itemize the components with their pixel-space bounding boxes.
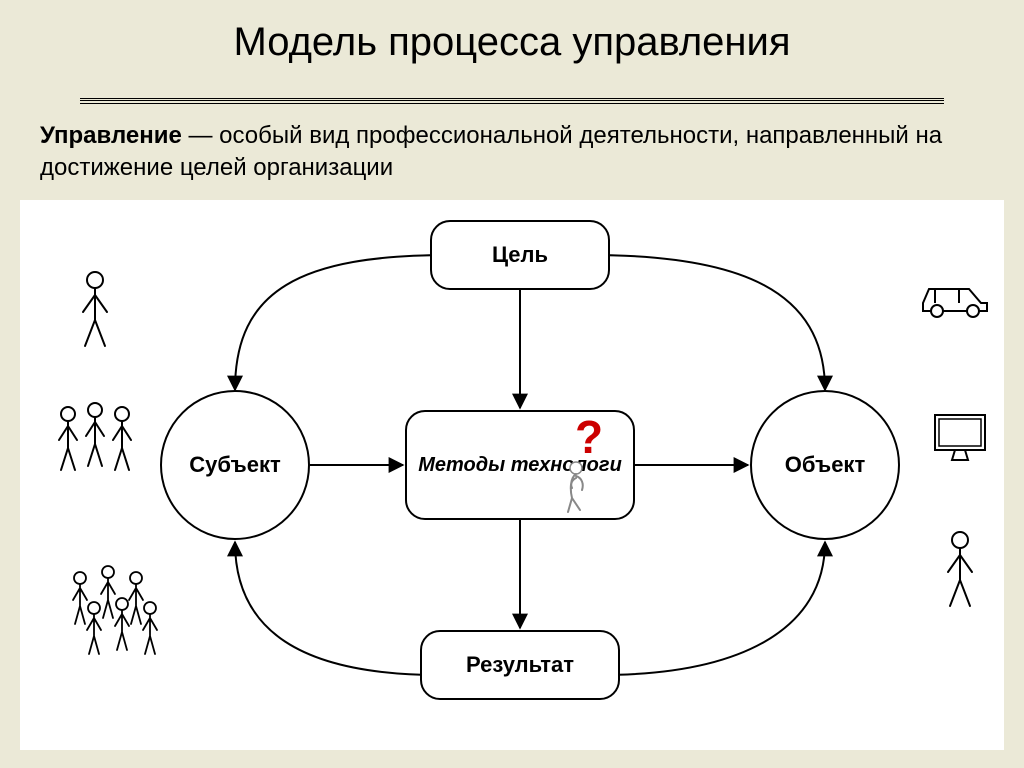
process-diagram: Цель Субъект Методы технологи Объект Рез… [20,200,1004,750]
person-single-icon [75,270,115,350]
edge-goal-object [590,255,825,390]
person-single-icon-right [940,530,980,610]
car-icon [915,275,995,320]
node-subject-label: Субъект [189,452,280,478]
thinking-figure-icon [560,460,600,515]
title-underline [80,98,944,104]
node-goal-label: Цель [492,242,548,268]
node-result: Результат [420,630,620,700]
definition-text: Управление — особый вид профессиональной… [40,120,984,185]
node-result-label: Результат [466,652,574,678]
question-mark-icon: ? [575,410,603,464]
node-goal: Цель [430,220,610,290]
definition-term: Управление [40,122,182,149]
node-object: Объект [750,390,900,540]
edge-goal-subject [235,255,450,390]
monitor-icon [930,410,990,465]
edge-result-subject [235,542,440,675]
node-object-label: Объект [785,452,865,478]
slide-title: Модель процесса управления [0,20,1024,65]
edge-result-object [600,542,825,675]
slide-page: Модель процесса управления Управление — … [0,0,1024,768]
person-group-3-icon [50,400,140,480]
node-subject: Субъект [160,390,310,540]
person-group-6-icon [60,560,190,660]
